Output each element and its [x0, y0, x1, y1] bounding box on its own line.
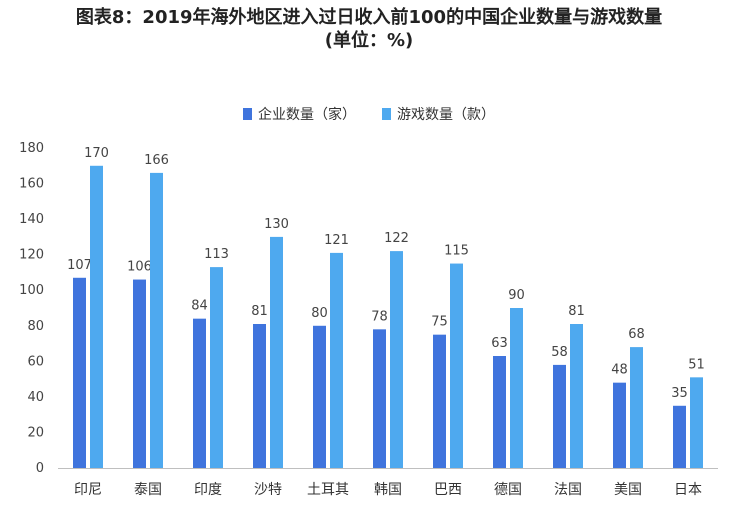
y-tick-label: 100	[19, 283, 44, 298]
bar-companies	[613, 382, 626, 468]
bar-games	[150, 172, 163, 468]
y-tick-label: 180	[19, 141, 44, 156]
data-label-companies: 35	[671, 386, 688, 401]
data-label-games: 113	[204, 247, 229, 262]
legend-item-companies: 企业数量（家）	[243, 104, 356, 124]
bar-companies	[493, 356, 506, 468]
y-tick-label: 0	[36, 461, 44, 476]
bar-games	[510, 308, 523, 468]
data-label-games: 68	[628, 327, 645, 342]
y-tick-label: 40	[27, 390, 44, 405]
bar-games	[270, 236, 283, 468]
bar-companies	[433, 334, 446, 468]
x-tick-label: 沙特	[254, 482, 282, 498]
data-label-companies: 107	[67, 258, 92, 273]
chart-title: 图表8：2019年海外地区进入过日收入前100的中国企业数量与游戏数量 (单位：…	[0, 6, 738, 52]
data-label-companies: 81	[251, 304, 268, 319]
data-label-games: 130	[264, 217, 289, 232]
bar-games	[690, 377, 703, 468]
x-tick-label: 印度	[194, 482, 222, 498]
legend-label-companies: 企业数量（家）	[258, 107, 356, 123]
legend: 企业数量（家） 游戏数量（款）	[0, 104, 738, 124]
bar-companies	[193, 318, 206, 468]
legend-swatch-games	[382, 108, 391, 120]
data-label-games: 122	[384, 231, 409, 246]
bar-companies	[253, 324, 266, 468]
bar-companies	[553, 364, 566, 468]
legend-item-games: 游戏数量（款）	[382, 104, 495, 124]
x-tick-label: 印尼	[74, 482, 102, 498]
y-tick-label: 20	[27, 425, 44, 440]
bar-companies	[313, 325, 326, 468]
data-label-games: 166	[144, 153, 169, 168]
data-label-games: 170	[84, 146, 109, 161]
bar-games	[330, 252, 343, 468]
bar-companies	[373, 329, 386, 468]
y-tick-label: 60	[27, 354, 44, 369]
y-tick-label: 80	[27, 319, 44, 334]
chart-title-line: 图表8：2019年海外地区进入过日收入前100的中国企业数量与游戏数量	[75, 7, 663, 28]
data-label-companies: 80	[311, 306, 328, 321]
x-tick-label: 土耳其	[307, 482, 349, 498]
data-label-companies: 75	[431, 315, 448, 330]
data-label-games: 115	[444, 244, 469, 259]
bar-games	[90, 165, 103, 468]
bar-games	[390, 251, 403, 468]
x-tick-label: 巴西	[434, 482, 462, 498]
y-tick-label: 140	[19, 212, 44, 227]
y-tick-label: 160	[19, 177, 44, 192]
bar-companies	[133, 279, 146, 468]
data-label-companies: 84	[191, 299, 208, 314]
bar-games	[630, 347, 643, 468]
data-label-companies: 63	[491, 336, 508, 351]
data-label-games: 51	[688, 357, 705, 372]
bar-games	[210, 267, 223, 468]
x-tick-label: 美国	[614, 482, 642, 498]
bar-games	[570, 324, 583, 468]
y-tick-label: 120	[19, 248, 44, 263]
bar-games	[450, 263, 463, 468]
x-tick-label: 泰国	[134, 482, 162, 498]
data-label-companies: 58	[551, 345, 568, 360]
data-label-games: 121	[324, 233, 349, 248]
x-tick-label: 日本	[674, 482, 702, 498]
data-label-companies: 78	[371, 309, 388, 324]
x-tick-label: 德国	[494, 482, 522, 498]
data-label-companies: 106	[127, 260, 152, 275]
legend-swatch-companies	[243, 108, 252, 120]
x-tick-label: 韩国	[374, 482, 402, 498]
data-label-games: 90	[508, 288, 525, 303]
chart-subtitle: (单位：%)	[324, 30, 414, 51]
legend-label-games: 游戏数量（款）	[397, 107, 495, 123]
x-tick-label: 法国	[554, 482, 582, 498]
data-label-games: 81	[568, 304, 585, 319]
bar-companies	[73, 277, 86, 468]
data-label-companies: 48	[611, 363, 628, 378]
bar-companies	[673, 405, 686, 468]
